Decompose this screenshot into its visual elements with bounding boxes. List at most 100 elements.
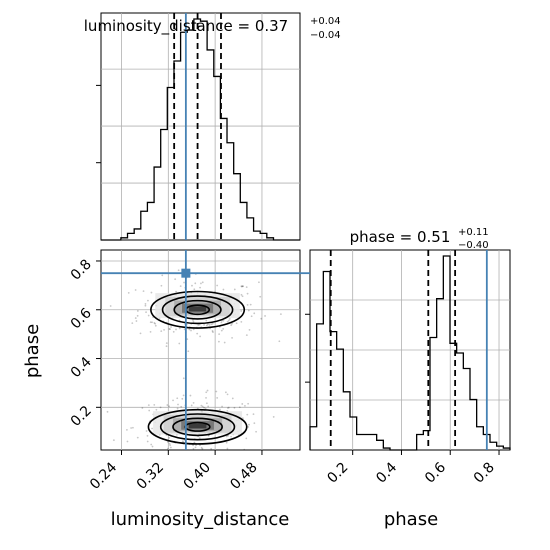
scatter-point (145, 311, 147, 314)
joint-xtick-label-3: 0.48 (227, 460, 260, 493)
scatter-point (160, 284, 163, 287)
scatter-point (161, 274, 164, 277)
phase-xtick-label-2: 0.6 (422, 459, 449, 486)
scatter-point (210, 323, 213, 326)
scatter-point (159, 406, 162, 409)
scatter-point (226, 320, 229, 323)
scatter-point (168, 328, 171, 330)
scatter-point (151, 445, 154, 448)
scatter-point (203, 323, 205, 326)
scatter-point (176, 407, 179, 410)
scatter-point (149, 321, 152, 324)
scatter-point (241, 285, 244, 287)
joint-ytick-label-1: 0.4 (68, 354, 95, 381)
scatter-point (196, 332, 199, 335)
scatter-point (235, 322, 238, 325)
joint-ytick-label-0: 0.2 (68, 403, 95, 430)
scatter-point (205, 402, 208, 405)
scatter-point (219, 408, 221, 411)
scatter-point (134, 317, 137, 319)
scatter-point (230, 324, 233, 327)
scatter-point (222, 288, 225, 291)
scatter-point (142, 290, 145, 293)
panel-joint-distance-phase: 0.24 0.32 0.40 0.48 0.2 0.4 0.6 0.8 (68, 249, 310, 493)
scatter-point (136, 314, 139, 317)
scatter-point (201, 281, 204, 284)
phase-xtick-label-1: 0.4 (373, 459, 400, 486)
scatter-point (187, 350, 190, 353)
scatter-point (153, 404, 156, 406)
scatter-point (149, 330, 152, 333)
scatter-point (192, 444, 194, 447)
joint-xtick-label-1: 0.32 (134, 460, 167, 493)
scatter-point (199, 286, 201, 289)
scatter-point (242, 285, 244, 288)
scatter-point (227, 434, 230, 437)
scatter-point (216, 397, 219, 399)
scatter-point (155, 408, 158, 411)
scatter-point (169, 328, 171, 331)
scatter-point (194, 446, 197, 449)
scatter-point (244, 404, 246, 407)
scatter-point (189, 394, 192, 397)
scatter-point (245, 437, 248, 440)
scatter-point (165, 345, 168, 348)
scatter-point (249, 303, 252, 306)
scatter-point (211, 330, 214, 332)
scatter-point (147, 314, 150, 317)
scatter-point (216, 284, 219, 287)
scatter-point (231, 336, 233, 339)
scatter-point (191, 284, 193, 287)
scatter-point (182, 394, 185, 397)
scatter-point (170, 326, 172, 328)
scatter-point (112, 439, 115, 442)
scatter-point (264, 315, 266, 317)
scatter-point (233, 288, 236, 291)
contour-1-1 (172, 417, 223, 437)
joint-ytick-label-2: 0.6 (68, 305, 95, 332)
phase-xtick-label-3: 0.8 (471, 460, 498, 487)
joint-xtick-label-2: 0.40 (181, 460, 214, 493)
scatter-point (183, 281, 185, 284)
xlabel-phase: phase (384, 509, 438, 530)
density-block (188, 423, 207, 429)
scatter-point (200, 404, 203, 407)
scatter-point (174, 278, 177, 281)
scatter-point (106, 410, 109, 413)
contour-0-1 (173, 299, 222, 320)
scatter-point (253, 312, 256, 315)
scatter-point (181, 397, 184, 400)
scatter-point (222, 328, 225, 330)
scatter-point (252, 413, 255, 416)
scatter-point (247, 402, 250, 405)
scatter-point (243, 448, 246, 451)
scatter-point (192, 319, 194, 321)
scatter-point (246, 413, 249, 416)
scatter-point (240, 310, 243, 312)
scatter-point (193, 288, 196, 291)
scatter-point (201, 405, 204, 408)
scatter-point (131, 322, 134, 325)
scatter-point (147, 404, 150, 407)
scatter-point (227, 406, 230, 409)
scatter-point (205, 319, 208, 322)
scatter-point (199, 444, 201, 447)
scatter-point (205, 391, 208, 394)
scatter-point (208, 324, 211, 326)
title-phase: phase = 0.51 (350, 228, 451, 246)
scatter-point (198, 437, 201, 440)
scatter-point (205, 324, 208, 327)
scatter-point (220, 329, 223, 332)
title-phase-minus: −0.40 (458, 240, 489, 251)
scatter-point (200, 282, 202, 285)
scatter-point (177, 269, 180, 272)
panel-luminosity-distance-hist (96, 12, 301, 241)
scatter-point (228, 318, 231, 320)
scatter-point (146, 440, 149, 443)
scatter-point (218, 333, 221, 336)
scatter-point (136, 310, 139, 312)
scatter-point (225, 441, 228, 444)
ylabel-phase: phase (22, 324, 43, 378)
title-luminosity-distance-minus: −0.04 (310, 30, 341, 41)
scatter-point (144, 302, 147, 305)
